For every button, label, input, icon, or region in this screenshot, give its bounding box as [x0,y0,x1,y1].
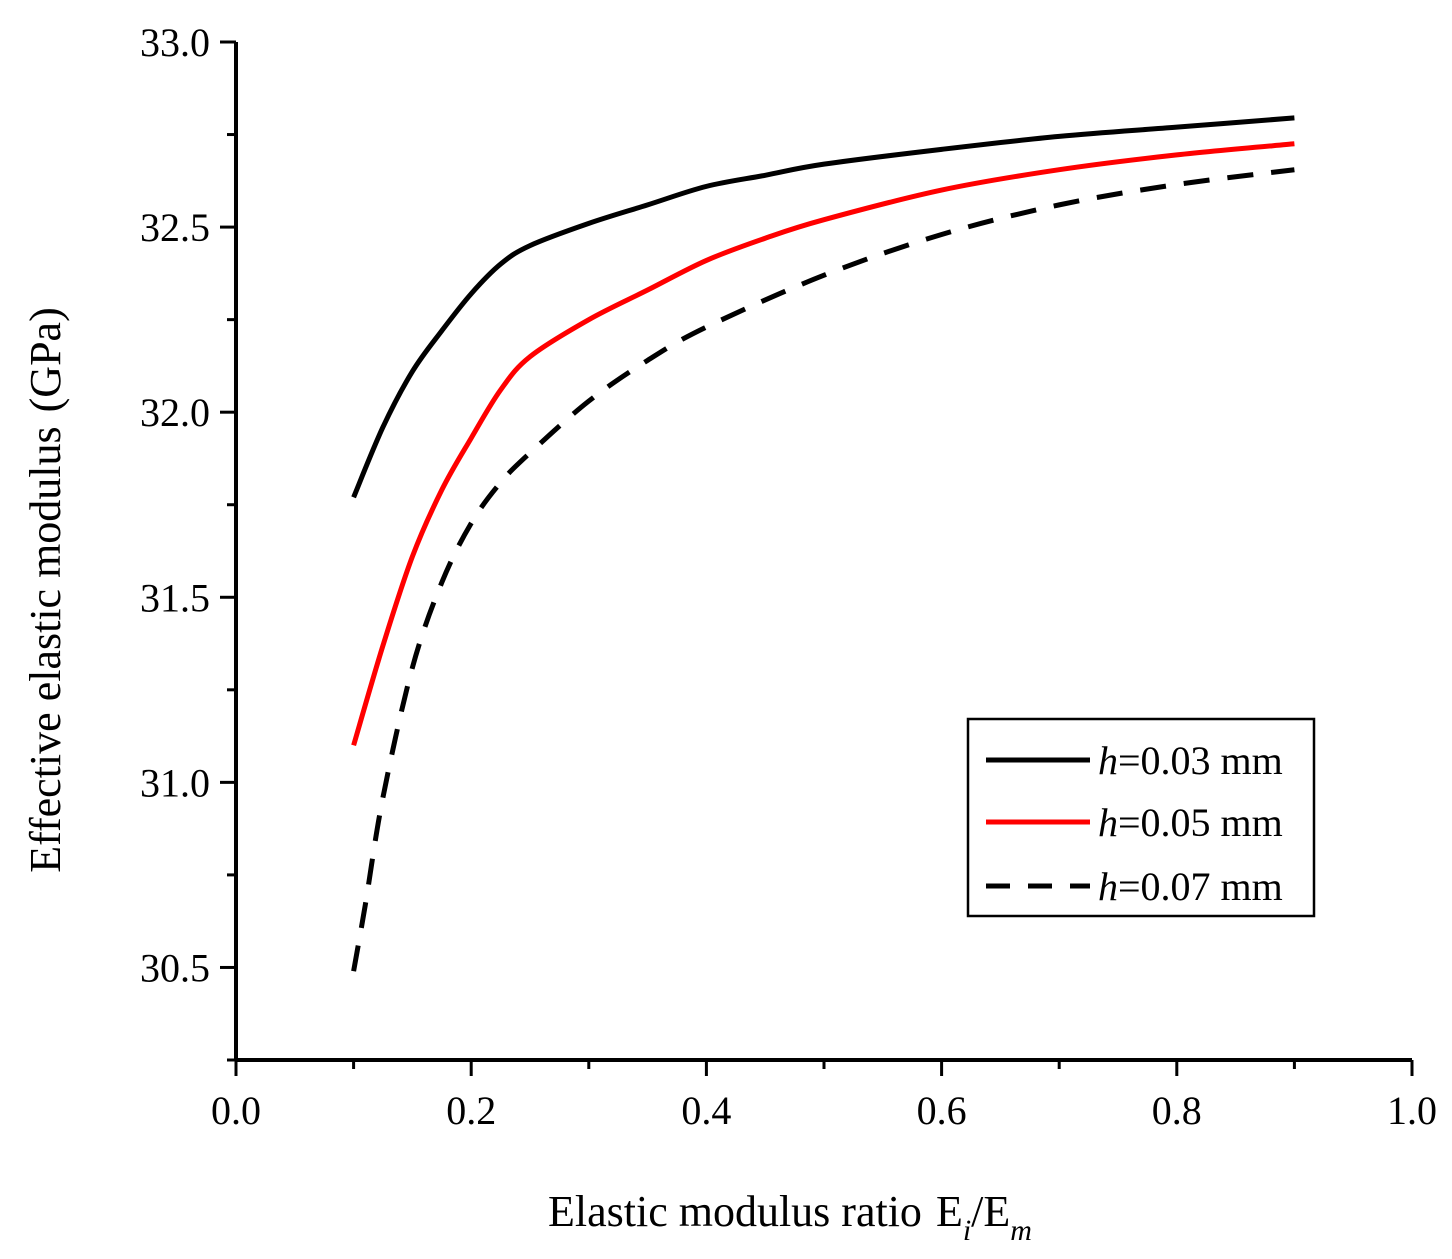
x-tick-label: 0.0 [211,1088,261,1133]
x-axis-title-text: Elastic modulus ratio [548,1187,922,1236]
x-axis-math-base1: E [936,1187,963,1236]
x-tick-label: 0.4 [681,1088,731,1133]
legend-box [966,717,1316,918]
x-axis-math-sep: / [971,1187,984,1236]
y-tick-label: 30.5 [140,945,210,990]
legend-label-var: h [1098,738,1118,783]
y-axis-title-unit: (GPa) [21,307,70,412]
series-lines [351,115,1295,972]
series-line-1 [351,115,1295,499]
legend-label-rest: =0.05 mm [1118,800,1283,845]
legend-label-var: h [1098,864,1118,909]
legend-label-series-3: h=0.07 mm [1098,864,1283,909]
x-axis-math-base2: E [983,1187,1010,1236]
axis-ticks [220,40,1414,1076]
x-axis-math-sub2: m [1010,1214,1032,1247]
y-axis-title: Effective elastic modulus (GPa) [21,307,70,872]
y-axis-title-text: Effective elastic modulus [21,426,70,872]
legend-label-var: h [1098,800,1118,845]
x-tick-label: 0.8 [1152,1088,1202,1133]
series-line-3 [351,167,1295,972]
y-tick-label: 33.0 [140,20,210,65]
tick-labels: 0.0 0.2 0.4 0.6 0.8 1.0 30.5 31.0 31.5 32.0 32.5 33… [140,20,1437,1133]
legend-label-rest: =0.03 mm [1118,738,1283,783]
x-tick-label: 0.6 [917,1088,967,1133]
legend: h=0.03 mm h=0.05 mm h=0.07 mm [966,717,1316,918]
series-line-2 [351,141,1295,747]
x-tick-label: 1.0 [1387,1088,1437,1133]
x-axis-math-sub1: i [963,1214,971,1247]
y-tick-label: 32.0 [140,390,210,435]
legend-label-rest: =0.07 mm [1118,864,1283,909]
legend-label-series-2: h=0.05 mm [1098,800,1283,845]
y-tick-label: 31.5 [140,575,210,620]
y-tick-label: 31.0 [140,760,210,805]
legend-label-series-1: h=0.03 mm [1098,738,1283,783]
x-axis-title: Elastic modulus ratio Ei/Em [548,1187,1032,1247]
y-tick-label: 32.5 [140,205,210,250]
x-tick-label: 0.2 [446,1088,496,1133]
